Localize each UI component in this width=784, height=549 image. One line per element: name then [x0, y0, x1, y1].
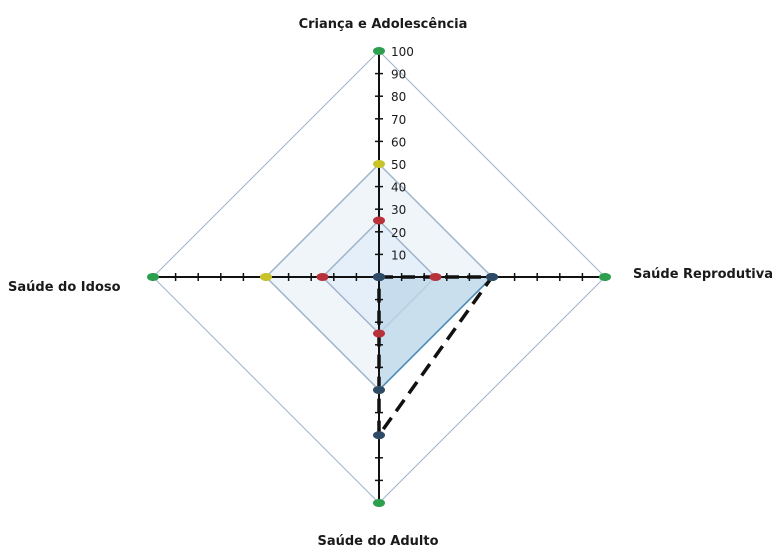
axis-title-saude-adulto: Saúde do Adulto: [317, 534, 438, 549]
ring-marker-100: [147, 273, 159, 281]
series-2-point: [373, 431, 385, 440]
ring-marker-25: [373, 329, 385, 338]
series-1-polygon: [378, 276, 494, 392]
data-series: [377, 275, 496, 441]
tick-label: 90: [391, 68, 406, 82]
tick-label: 50: [391, 158, 406, 172]
tick-label: 60: [391, 135, 406, 149]
series-2-point: [486, 273, 498, 281]
ring-marker-25: [429, 273, 442, 281]
axis-title-saude-idoso: Saúde do Idoso: [8, 280, 121, 295]
tick-label: 10: [391, 248, 406, 262]
tick-label: 100: [391, 45, 414, 59]
ring-marker-50: [373, 160, 385, 168]
tick-label: 70: [391, 113, 406, 127]
tick-label: 40: [391, 181, 406, 195]
tick-label: 20: [391, 226, 406, 240]
series-1-point: [373, 386, 385, 394]
ring-marker-100: [373, 499, 385, 507]
tick-label: 30: [391, 203, 406, 217]
tick-label: 80: [391, 90, 406, 104]
axis-title-crianca-adolescencia: Criança e Adolescência: [299, 17, 468, 32]
ring-marker-100: [599, 273, 611, 281]
ring-marker-100: [373, 47, 385, 55]
ring-markers: [147, 47, 611, 507]
series-2-point: [373, 273, 385, 281]
tick-labels: 10 20 30 40 50 60 70 80 90 100: [391, 45, 414, 262]
ring-marker-25: [373, 216, 385, 225]
ring-marker-50: [260, 273, 272, 281]
axis-title-saude-reprodutiva: Saúde Reprodutiva: [633, 267, 773, 282]
ring-marker-25: [316, 273, 329, 281]
